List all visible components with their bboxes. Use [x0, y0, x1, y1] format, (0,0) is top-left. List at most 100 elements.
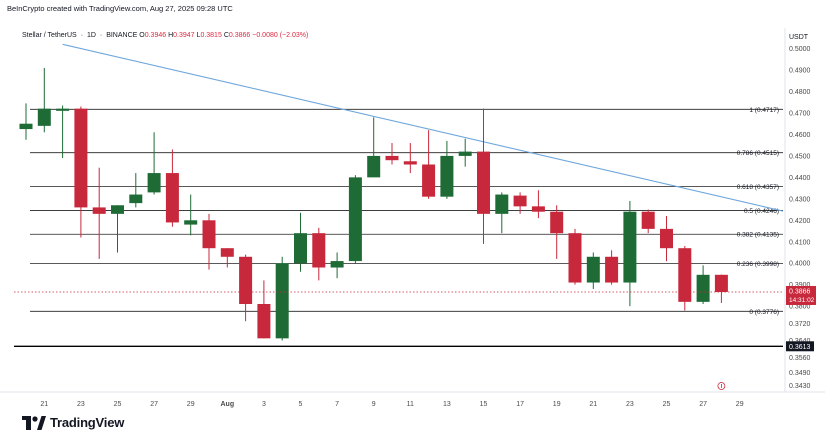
ohlc-close-key: C: [223, 32, 229, 39]
fib-level-label: 1 (0.4717): [749, 107, 779, 114]
ohlc-close-value: 0.3866: [228, 32, 251, 39]
x-tick-label: 5: [299, 401, 303, 408]
fib-level-label: 0.236 (0.3998): [737, 261, 779, 268]
y-tick-label: 0.3490: [789, 370, 811, 377]
candle-body: [696, 274, 710, 302]
y-tick-label: 0.5000: [789, 46, 811, 53]
candle-body: [348, 177, 362, 262]
candle-body: [220, 248, 234, 257]
y-tick-label: 0.3720: [789, 321, 811, 328]
candle-body: [660, 228, 673, 249]
x-tick-label: 27: [150, 401, 158, 408]
candle-body: [257, 304, 271, 339]
candle-body: [275, 263, 289, 339]
candle-body: [330, 261, 344, 268]
candle-body: [531, 206, 545, 212]
candle-body: [56, 108, 70, 111]
candle-body: [129, 194, 143, 204]
y-tick-label: 0.4100: [789, 239, 811, 246]
exchange-label: BINANCE: [106, 32, 138, 39]
candle-body: [495, 194, 509, 214]
symbol-name[interactable]: Stellar / TetherUS: [22, 32, 77, 39]
live-candle-body: [714, 274, 728, 292]
ohlc-change-value: −0.0080 (−2.03%): [252, 32, 309, 39]
y-tick-label: 0.3430: [789, 383, 811, 390]
candle-body: [385, 155, 399, 161]
candle-body: [312, 233, 326, 268]
candle-body: [165, 173, 179, 223]
y-tick-label: 0.4200: [789, 218, 811, 225]
x-tick-label: 29: [187, 401, 195, 408]
x-tick-label: 11: [407, 401, 414, 408]
candle-body: [623, 211, 637, 283]
y-tick-label: 0.3800: [789, 304, 811, 311]
x-tick-label: 21: [589, 401, 597, 408]
y-tick-label: 0.3560: [789, 355, 811, 362]
current-price-label: 0.3866: [789, 288, 811, 295]
candle-body: [586, 256, 600, 283]
interval-label[interactable]: 1D: [86, 32, 96, 39]
y-tick-label: 0.4900: [789, 68, 811, 75]
fib-level-label: 0.382 (0.4135): [737, 232, 779, 239]
candle-body: [458, 151, 472, 156]
x-tick-label: 23: [77, 401, 85, 408]
x-tick-label: 15: [480, 401, 488, 408]
ohlc-open-key: O: [139, 32, 145, 39]
ohlc-high-value: 0.3947: [173, 32, 195, 39]
x-tick-label: 25: [114, 401, 122, 408]
x-tick-label: 29: [736, 401, 744, 408]
tradingview-logo-icon: [22, 415, 46, 430]
candle-body: [92, 207, 106, 214]
x-tick-label: 27: [699, 401, 707, 408]
y-tick-label: 0.4300: [789, 196, 811, 203]
x-tick-label: 19: [553, 401, 561, 408]
symbol-legend: Stellar / TetherUS · 1D · BINANCE O0.394…: [22, 32, 309, 39]
x-tick-label: 25: [663, 401, 671, 408]
fib-level-label: 0.618 (0.4357): [737, 184, 779, 191]
tradingview-logo[interactable]: TradingView: [22, 415, 124, 430]
x-tick-label: 23: [626, 401, 634, 408]
x-tick-label: 17: [516, 401, 524, 408]
x-tick-label: 7: [335, 401, 339, 408]
y-tick-label: 0.4600: [789, 132, 811, 139]
candle-body: [147, 173, 161, 193]
candle-body: [37, 108, 51, 126]
candle-body: [239, 256, 253, 304]
descending-trendline: [62, 43, 784, 212]
fib-level-label: 0 (0.3776): [749, 309, 779, 316]
y-tick-label: 0.4000: [789, 261, 811, 268]
candle-body: [641, 211, 655, 229]
tradingview-logo-text: TradingView: [50, 415, 125, 430]
candle-body: [678, 248, 692, 302]
candle-body: [605, 256, 619, 283]
ohlc-open-value: 0.3946: [144, 32, 167, 39]
x-tick-label: 3: [262, 401, 266, 408]
candle-body: [513, 195, 527, 207]
fib-level-label: 0.5 (0.4246): [744, 208, 779, 215]
support-price-tag: [786, 341, 814, 352]
candle-body: [184, 220, 198, 225]
created-note: BeInCrypto created with TradingView.com,…: [7, 4, 233, 13]
y-tick-label: 0.4800: [789, 89, 811, 96]
ohlc-low-key: L: [196, 32, 201, 39]
support-price-label: 0.3613: [789, 344, 811, 351]
candle-body: [422, 164, 436, 197]
y-tick-label: 0.4700: [789, 110, 811, 117]
ohlc-low-value: 0.3815: [200, 32, 222, 39]
x-tick-label: 21: [40, 401, 48, 408]
fib-level-label: 0.786 (0.4515): [737, 150, 779, 157]
candle-body: [367, 155, 381, 178]
candle-body: [74, 108, 88, 208]
price-unit-label: USDT: [789, 34, 809, 41]
y-tick-label: 0.3900: [789, 282, 811, 289]
x-tick-label: 13: [443, 401, 451, 408]
current-price-tag: [786, 285, 816, 305]
candle-body: [111, 205, 124, 214]
y-tick-label: 0.4500: [789, 153, 811, 160]
ohlc-values: O0.3946 H0.3947 L0.3815 C0.3866 −0.0080 …: [139, 32, 308, 39]
candle-body: [550, 211, 564, 234]
candle-body: [568, 233, 582, 283]
candle-body: [19, 123, 33, 130]
candle-body: [202, 220, 216, 249]
